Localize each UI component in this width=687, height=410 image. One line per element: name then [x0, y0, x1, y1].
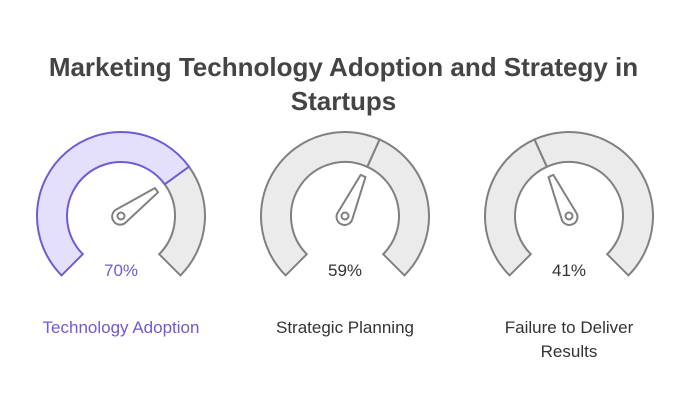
gauge-value-arc [484, 138, 549, 277]
needle-pivot [564, 211, 574, 221]
gauge-value-arc [260, 131, 381, 277]
needle-pivot [116, 211, 126, 221]
title: Marketing Technology Adoption and Strate… [48, 52, 639, 116]
gauge-remainder-arc [365, 138, 430, 277]
gauge-label-2: Strategic Planning [276, 318, 414, 337]
gauge-value-3: 41% [551, 261, 587, 280]
gauge-value-1: 70% [103, 261, 139, 280]
gauge-remainder-arc [533, 131, 654, 277]
gauge-remainder-arc [157, 165, 206, 277]
gauge-label-1: Technology Adoption [42, 318, 200, 337]
gauge-value-2: 59% [327, 261, 363, 280]
needle-pivot [340, 211, 350, 221]
gauge-value-arc [36, 131, 191, 277]
gauge-label-3: Failure to Deliver Results [504, 318, 634, 361]
